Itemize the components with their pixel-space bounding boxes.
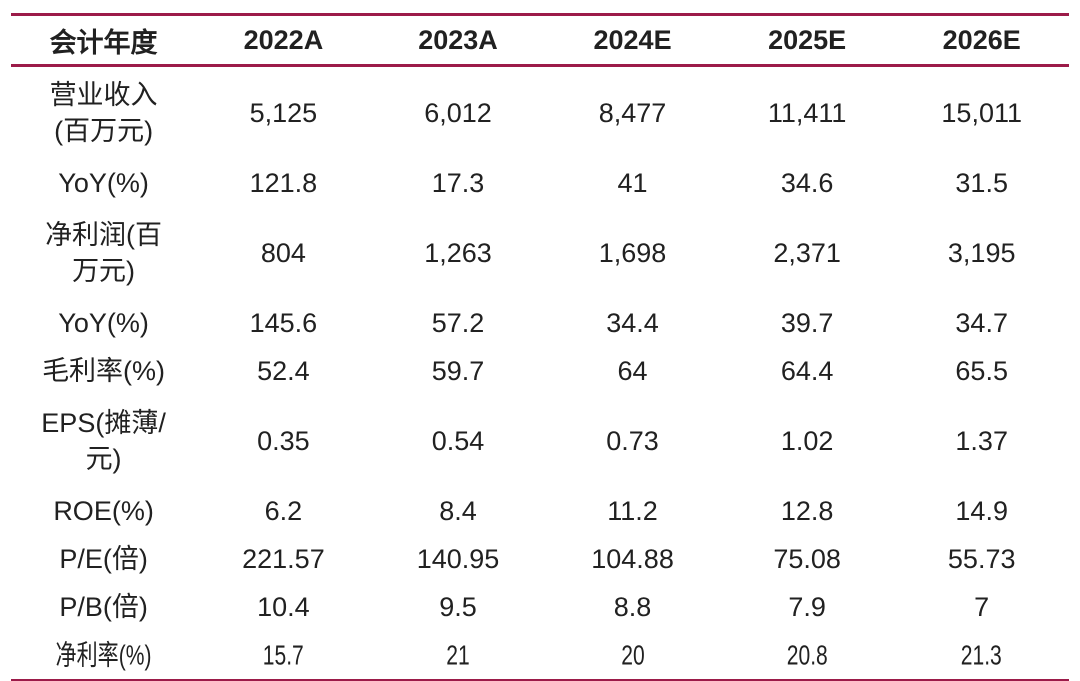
table-cell: 64 [617, 355, 648, 386]
table-cell: 20 [545, 631, 720, 681]
row-label: 净利率(%) [11, 631, 196, 681]
table-cell: 0.35 [257, 425, 310, 456]
table-row-eps: EPS(摊薄/ 元) 0.35 0.54 0.73 1.02 1.37 [11, 395, 1069, 487]
table-cell: 34.7 [955, 307, 1008, 338]
financial-forecast-table-container: 会计年度 2022A 2023A 2024E 2025E 2026E 营业收入 … [11, 13, 1069, 681]
table-cell: 55.73 [947, 543, 1016, 574]
row-label: YoY(%) [58, 167, 149, 198]
table-cell: 1,698 [598, 237, 667, 268]
row-label: EPS(摊薄/ 元) [41, 407, 166, 474]
table-cell: 57.2 [431, 307, 485, 338]
table-row-pb: P/B(倍) 10.4 9.5 8.8 7.9 7 [11, 583, 1069, 631]
table-cell: 804 [260, 237, 306, 268]
table-cell: 140.95 [416, 543, 500, 574]
table-row-net-profit-yoy: YoY(%) 145.6 57.2 34.4 39.7 34.7 [11, 299, 1069, 347]
table-cell: 17.3 [431, 167, 485, 198]
table-cell: 15,011 [941, 97, 1022, 128]
row-label: 净利润(百 万元) [45, 219, 163, 286]
table-cell: 1.37 [955, 425, 1008, 456]
table-cell: 8,477 [598, 97, 667, 128]
cell-text: 净利率(%) [55, 639, 152, 671]
table-row-roe: ROE(%) 6.2 8.4 11.2 12.8 14.9 [11, 487, 1069, 535]
table-row-revenue-yoy: YoY(%) 121.8 17.3 41 34.6 31.5 [11, 159, 1069, 207]
table-cell: 15.7 [196, 631, 371, 681]
column-header-2024e: 2024E [545, 14, 720, 67]
table-cell: 121.8 [249, 167, 318, 198]
column-header-2022a: 2022A [196, 14, 371, 67]
table-cell: 52.4 [257, 355, 310, 386]
column-header-2025e: 2025E [719, 14, 895, 67]
table-cell: 41 [617, 167, 648, 198]
table-cell: 8.8 [613, 591, 652, 622]
table-cell: 2,371 [773, 237, 841, 268]
table-cell: 221.57 [242, 543, 325, 574]
table-cell: 59.7 [431, 355, 485, 386]
table-row-pe: P/E(倍) 221.57 140.95 104.88 75.08 55.73 [11, 535, 1069, 583]
table-cell: 10.4 [257, 591, 310, 622]
table-cell: 11.2 [607, 495, 658, 526]
table-cell: 0.73 [606, 425, 659, 456]
table-cell: 20.8 [720, 631, 895, 681]
cell-text: 15.7 [262, 638, 304, 671]
table-row-revenue: 营业收入 (百万元) 5,125 6,012 8,477 11,411 15,0… [11, 66, 1069, 160]
table-cell: 7 [974, 591, 990, 622]
column-header-fiscal-year: 会计年度 [11, 14, 197, 67]
table-cell: 145.6 [249, 307, 318, 338]
column-header-2026e: 2026E [894, 14, 1069, 67]
table-cell: 9.5 [439, 591, 477, 622]
cell-text: 21.3 [961, 638, 1003, 671]
row-label: 毛利率(%) [42, 355, 166, 386]
table-cell: 21 [371, 631, 546, 681]
table-cell: 39.7 [780, 307, 834, 338]
table-cell: 6,012 [424, 97, 492, 128]
table-cell: 75.08 [773, 543, 841, 574]
cell-text: 20.8 [786, 638, 828, 671]
column-header-2023a: 2023A [370, 14, 546, 67]
table-row-gross-margin: 毛利率(%) 52.4 59.7 64 64.4 65.5 [11, 347, 1069, 395]
row-label: ROE(%) [53, 495, 154, 526]
table-cell: 14.9 [955, 495, 1008, 526]
table-cell: 12.8 [780, 495, 834, 526]
table-row-net-margin: 净利率(%) 15.7 21 20 20.8 21.3 [11, 631, 1069, 681]
table-cell: 1.02 [780, 425, 834, 456]
table-cell: 1,263 [424, 237, 492, 268]
table-cell: 0.54 [431, 425, 485, 456]
table-cell: 65.5 [955, 355, 1008, 386]
table-cell: 5,125 [249, 97, 318, 128]
table-cell: 6.2 [264, 495, 303, 526]
table-cell: 3,195 [947, 237, 1016, 268]
header-row: 会计年度 2022A 2023A 2024E 2025E 2026E [11, 14, 1069, 67]
table-cell: 8.4 [439, 495, 477, 526]
cell-text: 20 [620, 638, 645, 671]
table-cell: 104.88 [591, 543, 674, 574]
table-cell: 34.6 [780, 167, 834, 198]
table-cell: 11,411 [767, 97, 847, 128]
table-cell: 31.5 [955, 167, 1008, 198]
table-cell: 21.3 [894, 631, 1069, 681]
table-cell: 64.4 [780, 355, 834, 386]
cell-text: 21 [446, 638, 470, 671]
row-label: P/E(倍) [59, 543, 148, 574]
table-cell: 7.9 [788, 591, 826, 622]
financial-forecast-table: 会计年度 2022A 2023A 2024E 2025E 2026E 营业收入 … [11, 13, 1069, 681]
table-cell: 34.4 [606, 307, 659, 338]
table-row-net-profit: 净利润(百 万元) 804 1,263 1,698 2,371 3,195 [11, 207, 1069, 299]
row-label: YoY(%) [58, 307, 149, 338]
row-label: 营业收入 (百万元) [49, 79, 158, 146]
row-label: P/B(倍) [59, 591, 148, 622]
